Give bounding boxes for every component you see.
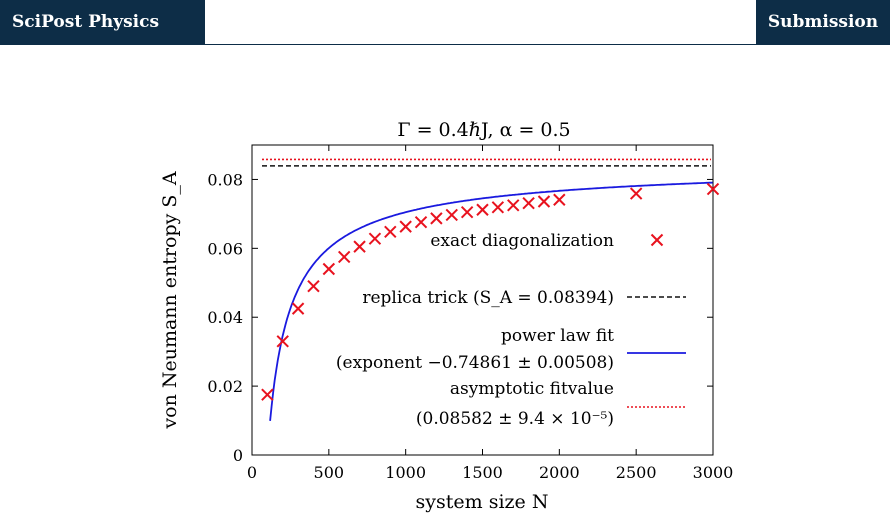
data-point-marker (276, 335, 289, 348)
journal-tag: SciPost Physics (0, 0, 205, 45)
marker-stroke (522, 197, 535, 210)
x-tick-label: 2500 (616, 463, 657, 482)
data-point-marker (445, 208, 458, 222)
data-point-marker (706, 182, 720, 196)
data-point-marker (491, 201, 505, 214)
submission-tag: Submission (756, 0, 890, 45)
legend-label-power-2: (exponent −0.74861 ± 0.00508) (336, 353, 614, 373)
x-tick-label: 1000 (385, 463, 426, 482)
data-point-marker (430, 212, 443, 225)
marker-stroke (368, 232, 382, 245)
legend-label-exact: exact diagonalization (430, 231, 614, 251)
data-point-marker (522, 197, 535, 210)
data-point-marker (476, 203, 489, 216)
marker-stroke (291, 302, 305, 315)
legend-label-replica: replica trick (S_A = 0.08394) (362, 288, 614, 308)
marker-stroke (276, 335, 289, 348)
page-header: SciPost Physics Submission (0, 0, 896, 45)
y-tick-label: 0.02 (207, 377, 243, 396)
marker-stroke (507, 199, 520, 212)
data-point-marker (337, 250, 351, 264)
x-tick-label: 1500 (462, 463, 503, 482)
legend-marker-stroke (650, 233, 664, 247)
data-point-marker (291, 302, 305, 315)
marker-stroke (460, 205, 474, 219)
data-point-marker (537, 195, 551, 208)
data-point-marker (507, 199, 520, 212)
y-tick-label: 0.04 (207, 308, 243, 327)
header-rule (205, 44, 756, 45)
x-tick-label: 2000 (539, 463, 580, 482)
marker-stroke (384, 225, 397, 239)
data-point-marker (399, 220, 412, 233)
data-point-marker (353, 240, 366, 253)
x-tick-label: 0 (247, 463, 257, 482)
legend-marker-exact (650, 233, 664, 247)
marker-stroke (537, 195, 551, 208)
y-tick-label: 0.08 (207, 170, 243, 189)
y-tick-label: 0.06 (207, 239, 243, 258)
marker-stroke (322, 262, 336, 276)
data-point-marker (553, 193, 566, 206)
marker-stroke (399, 220, 412, 233)
marker-stroke (337, 250, 351, 264)
data-point-marker (322, 262, 336, 276)
legend-label-asym-2: (0.08582 ± 9.4 × 10⁻⁵) (416, 409, 614, 429)
data-point-marker (261, 388, 274, 401)
marker-stroke (445, 208, 458, 222)
data-point-marker (368, 232, 382, 245)
data-point-marker (460, 205, 474, 219)
x-tick-label: 500 (314, 463, 345, 482)
data-point-marker (307, 280, 320, 293)
power-law-fit-curve (269, 181, 713, 421)
marker-stroke (414, 215, 428, 229)
marker-stroke (430, 212, 443, 225)
y-axis-label: von Neumann entropy S_A (159, 171, 181, 430)
legend-label-asym-1: asymptotic fitvalue (450, 379, 614, 399)
marker-stroke (553, 193, 566, 206)
x-axis-label: system size N (416, 491, 549, 513)
marker-stroke (307, 280, 320, 293)
marker-stroke (261, 388, 274, 401)
marker-stroke (706, 182, 720, 196)
data-point-marker (629, 187, 643, 200)
marker-stroke (476, 203, 489, 216)
marker-stroke (353, 240, 366, 253)
data-point-marker (384, 225, 397, 239)
y-tick-label: 0 (233, 446, 243, 465)
legend-label-power-1: power law fit (501, 326, 614, 346)
data-point-marker (414, 215, 428, 229)
chart-title: Γ = 0.4ℏJ, α = 0.5 (397, 119, 570, 141)
marker-stroke (491, 201, 505, 214)
marker-stroke (629, 187, 643, 200)
x-tick-label: 3000 (693, 463, 734, 482)
